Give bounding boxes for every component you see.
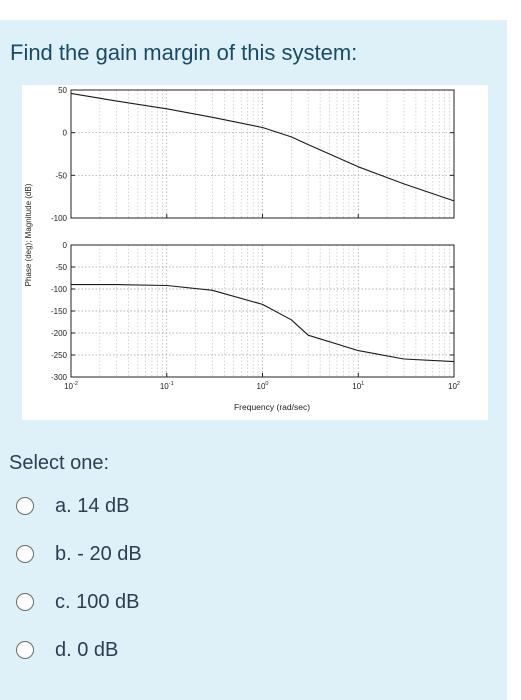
- option-c[interactable]: c. 100 dB: [16, 589, 140, 615]
- radio-button-icon[interactable]: [16, 593, 34, 611]
- radio-button-icon[interactable]: [16, 545, 34, 563]
- y-tick-label: 0: [63, 241, 68, 250]
- bode-plot: 50 0 -50 -100 0 -50 -100 -150 -200 -250 -300 10-2 10…: [22, 85, 488, 420]
- option-b-label: b. - 20 dB: [55, 542, 142, 565]
- x-tick-label: 100: [257, 381, 269, 391]
- y-axis-label: Phase (deg); Magnitude (dB): [24, 183, 33, 286]
- option-d[interactable]: d. 0 dB: [16, 637, 118, 663]
- magnitude-curve: [70, 92, 455, 202]
- y-tick-label: -100: [51, 285, 68, 294]
- radio-button-icon[interactable]: [16, 641, 34, 659]
- y-tick-label: -250: [51, 351, 68, 360]
- x-tick-label: 10-1: [160, 381, 174, 391]
- y-tick-label: 50: [58, 86, 67, 95]
- y-tick-label: 0: [63, 129, 68, 138]
- y-tick-label: -300: [51, 373, 68, 382]
- y-tick-label: -150: [51, 307, 68, 316]
- y-tick-label: -50: [55, 263, 67, 272]
- y-tick-label: -100: [51, 214, 68, 223]
- y-tick-label: -50: [55, 171, 67, 180]
- x-tick-label: 101: [352, 381, 364, 391]
- x-tick-label: 10-2: [64, 381, 78, 391]
- x-axis-label: Frequency (rad/sec): [234, 402, 310, 412]
- option-a-label: a. 14 dB: [55, 494, 130, 517]
- x-tick-label: 102: [448, 381, 460, 391]
- option-d-label: d. 0 dB: [55, 638, 119, 661]
- option-b[interactable]: b. - 20 dB: [16, 541, 142, 567]
- option-c-label: c. 100 dB: [55, 590, 140, 613]
- radio-button-icon[interactable]: [16, 497, 34, 515]
- y-tick-label: -200: [51, 329, 68, 338]
- question-text: Find the gain margin of this system:: [10, 40, 358, 65]
- select-one-label: Select one:: [9, 452, 110, 474]
- option-a[interactable]: a. 14 dB: [16, 493, 130, 519]
- phase-curve: [71, 284, 455, 363]
